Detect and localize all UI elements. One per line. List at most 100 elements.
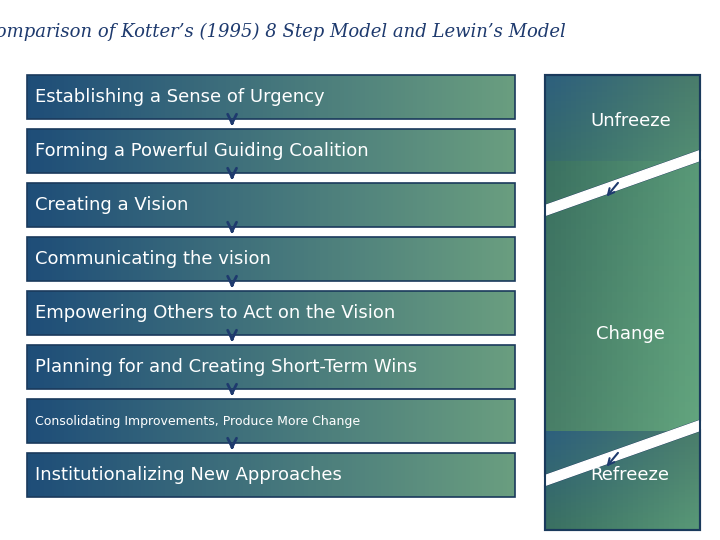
Bar	[597, 462, 603, 464]
Bar	[617, 190, 623, 193]
Bar	[654, 487, 660, 489]
Bar	[648, 439, 654, 441]
Bar	[607, 510, 613, 512]
Bar	[576, 365, 582, 371]
Bar	[628, 518, 634, 521]
Bar	[648, 204, 654, 206]
Bar	[685, 188, 690, 191]
Bar	[89, 183, 93, 227]
Bar	[654, 197, 660, 199]
Bar	[695, 110, 701, 112]
Bar	[576, 526, 582, 529]
Bar	[413, 399, 418, 443]
Bar	[68, 129, 73, 173]
Bar	[377, 237, 382, 281]
Bar	[633, 447, 639, 449]
Bar	[654, 208, 660, 213]
Bar	[592, 438, 597, 444]
Bar	[643, 181, 649, 187]
Bar	[84, 291, 89, 335]
Bar	[648, 434, 654, 439]
Bar	[104, 183, 109, 227]
Bar	[648, 515, 654, 517]
Bar	[555, 90, 561, 93]
Bar	[690, 134, 696, 137]
Bar	[643, 110, 649, 112]
Bar	[446, 237, 450, 281]
Bar	[550, 435, 556, 437]
Bar	[597, 495, 603, 497]
Bar	[685, 381, 690, 387]
Bar	[633, 423, 639, 429]
Bar	[550, 114, 556, 117]
Bar	[566, 101, 572, 104]
Bar	[674, 323, 680, 329]
Bar	[576, 77, 582, 80]
Bar	[566, 365, 572, 371]
Bar	[571, 490, 577, 492]
Bar	[503, 453, 507, 497]
Bar	[381, 345, 385, 389]
Bar	[685, 266, 690, 271]
Bar	[607, 507, 613, 509]
Bar	[602, 120, 608, 123]
Bar	[238, 399, 243, 443]
Bar	[555, 515, 561, 517]
Bar	[545, 151, 551, 154]
Bar	[597, 86, 603, 89]
Bar	[92, 75, 97, 119]
Bar	[545, 120, 551, 123]
Bar	[643, 181, 649, 184]
Bar	[638, 79, 644, 82]
Bar	[566, 515, 572, 517]
Bar	[566, 487, 572, 489]
Bar	[576, 465, 582, 468]
Bar	[137, 129, 142, 173]
Bar	[633, 276, 639, 282]
Bar	[602, 349, 608, 355]
Bar	[92, 183, 97, 227]
Bar	[571, 503, 577, 505]
Bar	[377, 291, 382, 335]
Bar	[510, 291, 516, 335]
Bar	[581, 218, 587, 224]
Bar	[685, 492, 690, 494]
Bar	[35, 291, 40, 335]
Bar	[592, 402, 597, 408]
Bar	[550, 328, 556, 334]
Bar	[576, 376, 582, 381]
Bar	[685, 470, 690, 476]
Bar	[664, 186, 670, 188]
Bar	[545, 441, 551, 443]
Bar	[690, 302, 696, 308]
Bar	[695, 507, 701, 509]
Bar	[555, 497, 561, 499]
Bar	[592, 475, 597, 477]
Bar	[566, 255, 572, 261]
Bar	[566, 179, 572, 182]
Bar	[316, 345, 320, 389]
Bar	[576, 349, 582, 355]
Bar	[690, 449, 696, 451]
Bar	[659, 477, 665, 479]
Bar	[654, 281, 660, 287]
Bar	[685, 528, 690, 530]
Bar	[466, 129, 471, 173]
Bar	[612, 370, 618, 376]
Bar	[602, 255, 608, 261]
Bar	[695, 441, 701, 443]
Bar	[695, 297, 701, 303]
Bar	[27, 129, 515, 173]
Bar	[612, 438, 618, 444]
Bar	[566, 208, 572, 213]
Bar	[218, 183, 222, 227]
Bar	[571, 255, 577, 261]
Bar	[669, 450, 675, 453]
Bar	[633, 171, 639, 173]
Bar	[633, 112, 639, 114]
Bar	[617, 136, 623, 139]
Bar	[576, 522, 582, 524]
Bar	[685, 455, 690, 457]
Bar	[597, 156, 603, 158]
Bar	[550, 184, 556, 186]
